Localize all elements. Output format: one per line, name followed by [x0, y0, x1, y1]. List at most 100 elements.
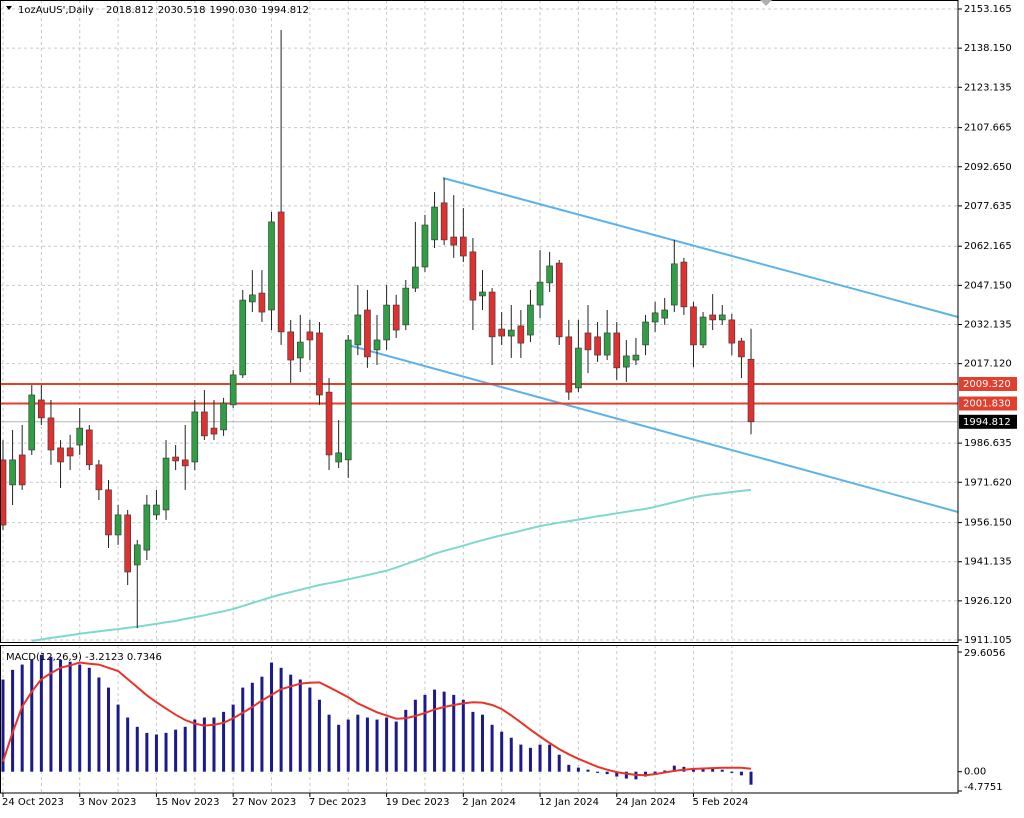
candle-body: [488, 291, 496, 338]
last-price-bg: [959, 414, 1017, 429]
level-label-bg: [959, 396, 1017, 411]
macd-bar: [739, 771, 743, 776]
macd-bar: [461, 699, 465, 772]
candle-body: [325, 391, 333, 456]
macd-bar: [605, 771, 609, 775]
macd-bar: [596, 771, 600, 773]
macd-bar: [337, 724, 341, 772]
candle-body: [354, 314, 362, 346]
levels: [0, 382, 958, 423]
macd-bar: [672, 765, 676, 772]
macd-bar: [39, 654, 43, 772]
macd-bar: [154, 734, 158, 772]
candle-body: [699, 316, 707, 346]
macd-bar: [270, 662, 274, 772]
macd-bar: [615, 771, 619, 777]
candle-body: [479, 291, 486, 297]
macd-bar: [548, 744, 552, 772]
macd-bar: [701, 768, 705, 772]
candle-body: [95, 464, 103, 491]
trend-line-lower: [347, 344, 959, 513]
macd-bar: [442, 691, 446, 772]
moving-average: [31, 488, 752, 642]
macd-bar: [749, 771, 753, 785]
candle-body: [536, 281, 544, 306]
candle-body: [690, 306, 697, 346]
candle-body: [747, 358, 755, 423]
macd-bar: [174, 729, 178, 772]
y-tick-label: 2153.165: [964, 4, 1012, 15]
candle-body: [47, 417, 55, 451]
macd-bar: [241, 687, 245, 772]
candle-body: [412, 266, 419, 289]
macd-bar: [433, 689, 437, 772]
y-tick-label: 2138.150: [964, 43, 1012, 54]
candle-body: [153, 504, 160, 516]
candle-body: [517, 325, 525, 344]
candle-body: [450, 236, 458, 246]
indicator-lines: [31, 177, 959, 642]
y-tick-label: 2092.650: [964, 162, 1012, 173]
candle-body: [296, 341, 304, 359]
candle-body: [460, 236, 467, 257]
x-tick-label: 27 Nov 2023: [232, 797, 296, 808]
x-tick-label: 2 Jan 2024: [462, 797, 516, 808]
y-tick-label: 0.00: [964, 767, 986, 778]
macd-bar: [490, 724, 494, 772]
level-label: 2009.320: [963, 379, 1011, 390]
macd-signal: [2, 661, 752, 777]
macd-bar: [356, 714, 360, 772]
menu-arrow[interactable]: [6, 6, 12, 10]
x-tick-label: 24 Jan 2024: [616, 797, 676, 808]
macd-bar: [49, 656, 53, 772]
candle-body: [709, 314, 716, 321]
macd-bar: [730, 771, 734, 773]
candle-body: [57, 447, 64, 463]
candle-body: [575, 347, 582, 389]
macd-bar: [653, 771, 657, 775]
candle-body: [440, 202, 448, 241]
candle-body: [191, 411, 199, 463]
x-tick-label: 24 Oct 2023: [2, 797, 64, 808]
candle-body: [718, 314, 726, 321]
y-tick-label: 1971.620: [964, 477, 1012, 488]
candle-body: [670, 263, 678, 306]
macd-bar: [691, 768, 695, 772]
axes: 2153.165 2138.150 2123.135 2107.665 2092.650…: [2, 4, 1017, 808]
ohlc-values: 2018.812 2030.518 1990.030 1994.812: [106, 5, 309, 16]
macd-bar: [481, 714, 484, 772]
candle-body: [76, 427, 84, 446]
macd-bar: [663, 770, 667, 772]
macd-bar: [471, 711, 475, 772]
x-tick-label: 5 Feb 2024: [692, 797, 748, 808]
macd-bar: [567, 764, 571, 772]
macd-bar: [327, 714, 331, 772]
candle-body: [632, 354, 640, 361]
candle-body: [594, 336, 601, 356]
macd-bar: [624, 771, 628, 779]
macd-bar: [538, 744, 542, 772]
candle-body: [373, 339, 381, 351]
macd-bar: [193, 719, 197, 772]
macd-bar: [87, 667, 91, 772]
macd-bar: [212, 717, 216, 772]
y-tick-label: 2107.665: [964, 123, 1012, 134]
candle-body: [258, 292, 266, 313]
y-tick-label: 2123.135: [964, 82, 1012, 93]
y-tick-label: 1926.120: [964, 596, 1012, 607]
main-frame: [0, 0, 959, 643]
macd-bar: [385, 717, 389, 772]
candle-body: [133, 544, 141, 566]
macd-bar: [260, 676, 264, 772]
y-tick-label: 29.6056: [964, 648, 1005, 659]
ohlc-value: 1990.030: [209, 5, 257, 16]
macd-bar: [404, 709, 408, 772]
macd: [1, 654, 753, 785]
candle-body: [431, 206, 438, 241]
candle-body: [210, 427, 218, 435]
macd-bar: [586, 769, 590, 772]
macd-bar: [30, 659, 34, 772]
candle-body: [680, 261, 688, 308]
